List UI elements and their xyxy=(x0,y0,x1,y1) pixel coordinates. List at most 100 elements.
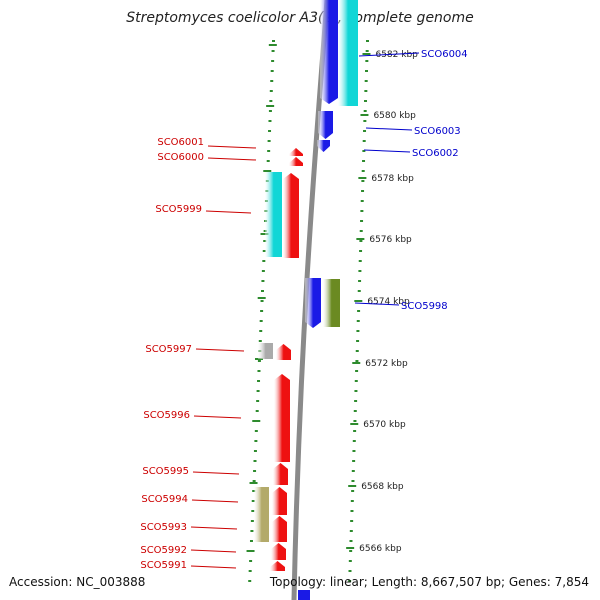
leader-line xyxy=(193,415,242,419)
right-tick xyxy=(348,570,352,572)
right-tick xyxy=(362,140,366,142)
right-tick xyxy=(353,410,357,412)
left-tick xyxy=(271,60,275,62)
left-tick xyxy=(260,300,264,302)
scale-label: 6580 kbp xyxy=(373,111,416,121)
left-tick xyxy=(270,80,274,82)
left-tick xyxy=(248,570,252,572)
scale-label: 6574 kbp xyxy=(367,297,410,307)
left-tick xyxy=(257,380,261,382)
right-tick xyxy=(353,420,357,422)
right-tick xyxy=(349,550,353,552)
gene-sco5992-arrow xyxy=(271,543,286,560)
left-tick xyxy=(268,120,272,122)
gene-bar xyxy=(265,172,282,257)
left-major-tick xyxy=(260,233,269,235)
scale-label: 6578 kbp xyxy=(371,174,414,184)
right-tick xyxy=(352,450,356,452)
right-tick xyxy=(351,490,355,492)
right-major-tick xyxy=(362,53,371,55)
scale-label: 6570 kbp xyxy=(363,420,406,430)
right-tick xyxy=(361,180,365,182)
gene-bar xyxy=(338,0,358,106)
leader-line xyxy=(191,499,239,503)
left-tick xyxy=(260,310,264,312)
right-tick xyxy=(361,170,365,172)
right-major-tick xyxy=(356,238,365,240)
left-tick xyxy=(248,580,252,582)
gene-label-left: SCO5997 xyxy=(145,344,192,355)
left-tick xyxy=(254,440,258,442)
gene-sco6002-arrow xyxy=(317,140,330,152)
left-tick xyxy=(261,280,265,282)
scale-label: 6572 kbp xyxy=(365,359,408,369)
left-major-tick xyxy=(266,105,275,107)
leader-line xyxy=(195,348,245,352)
gene-sco6004-arrow xyxy=(320,0,338,104)
left-tick xyxy=(253,450,257,452)
right-tick xyxy=(361,190,365,192)
right-tick xyxy=(358,280,362,282)
right-tick xyxy=(365,50,369,52)
right-tick xyxy=(350,520,354,522)
right-tick xyxy=(364,80,368,82)
right-tick xyxy=(365,60,369,62)
right-tick xyxy=(356,330,360,332)
right-tick xyxy=(359,240,363,242)
gene-label-left: SCO5999 xyxy=(155,204,202,215)
right-tick xyxy=(363,110,367,112)
right-tick xyxy=(354,380,358,382)
leader-line xyxy=(365,127,413,131)
left-tick xyxy=(252,490,256,492)
left-tick xyxy=(258,340,262,342)
gene-bar xyxy=(298,590,310,600)
right-tick xyxy=(350,500,354,502)
left-tick xyxy=(259,320,263,322)
gene-label-left: SCO5991 xyxy=(140,560,187,571)
right-major-tick xyxy=(358,177,367,179)
left-tick xyxy=(267,140,271,142)
left-tick xyxy=(259,330,263,332)
genome-title: Streptomyces coelicolor A3(2), complete … xyxy=(126,10,474,26)
gene-sco5997-bar xyxy=(258,343,273,359)
right-tick xyxy=(350,510,354,512)
right-tick xyxy=(364,100,368,102)
left-major-tick xyxy=(252,420,261,422)
right-tick xyxy=(358,270,362,272)
right-tick xyxy=(362,150,366,152)
gene-sco5993-arrow xyxy=(272,516,287,542)
right-tick xyxy=(351,470,355,472)
left-tick xyxy=(249,540,253,542)
left-tick xyxy=(263,240,267,242)
right-tick xyxy=(358,260,362,262)
right-major-tick xyxy=(360,114,369,116)
right-tick xyxy=(355,350,359,352)
right-tick xyxy=(348,560,352,562)
gene-sco5994-arrow xyxy=(272,487,287,515)
right-major-tick xyxy=(352,362,361,364)
leader-line xyxy=(190,565,237,569)
right-tick xyxy=(366,40,369,42)
left-tick xyxy=(254,430,258,432)
left-tick xyxy=(260,290,264,292)
left-tick xyxy=(256,400,260,402)
left-tick xyxy=(272,40,275,42)
leader-line xyxy=(207,145,257,149)
right-tick xyxy=(357,290,361,292)
gene-bar xyxy=(254,487,269,542)
topology-label: Topology: linear; Length: 8,667,507 bp; … xyxy=(269,575,589,589)
leader-line xyxy=(192,471,240,475)
left-tick xyxy=(257,370,261,372)
leader-line xyxy=(354,302,400,306)
gene-label-right: SCO6002 xyxy=(412,148,459,159)
left-tick xyxy=(253,470,257,472)
right-tick xyxy=(351,480,355,482)
right-tick xyxy=(360,210,364,212)
right-major-tick xyxy=(348,485,357,487)
right-tick xyxy=(355,360,359,362)
leader-line xyxy=(190,526,238,530)
right-tick xyxy=(362,160,366,162)
left-tick xyxy=(252,480,256,482)
accession-label: Accession: NC_003888 xyxy=(9,575,146,589)
leader-line xyxy=(190,549,237,553)
